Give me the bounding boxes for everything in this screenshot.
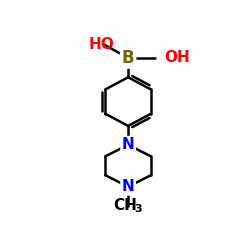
Text: HO: HO (89, 37, 115, 52)
Text: CH: CH (114, 198, 138, 213)
Text: OH: OH (164, 50, 190, 65)
Text: 3: 3 (134, 204, 142, 214)
Text: B: B (122, 49, 134, 67)
Text: N: N (122, 137, 134, 152)
Text: N: N (122, 179, 134, 194)
